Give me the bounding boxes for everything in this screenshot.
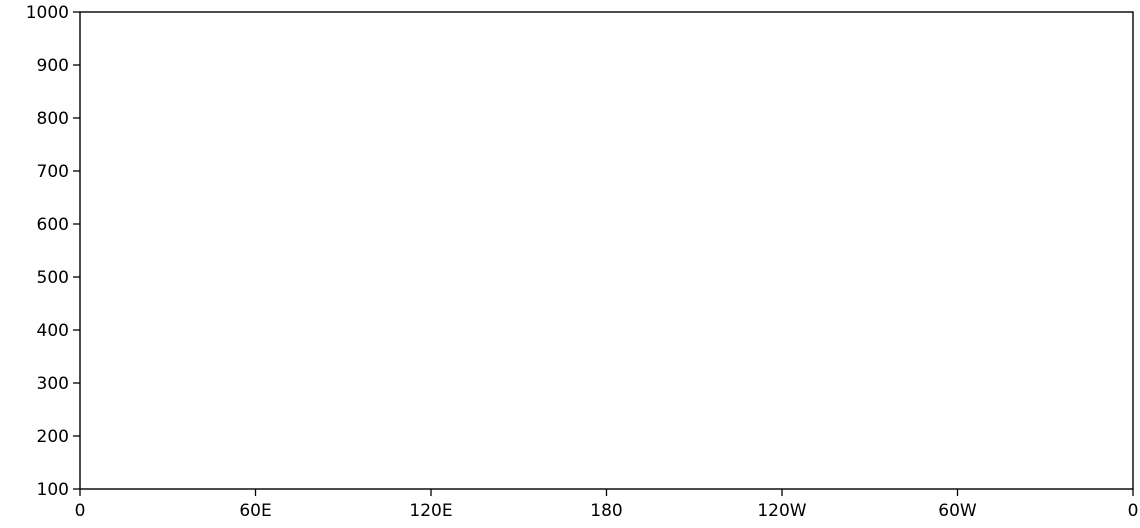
y-axis: 100 200 300 400 500 600 700 800 900 1000 [26,3,80,500]
y-tick-label-9: 1000 [26,3,69,23]
y-tick-label-4: 500 [37,268,69,288]
x-axis: 0 60E 120E 180 120W 60W 0 [75,489,1139,521]
y-tick-label-8: 900 [37,56,69,76]
x-tick-label-4: 120W [757,501,806,521]
y-tick-label-7: 800 [37,109,69,129]
x-tick-label-6: 0 [1128,501,1139,521]
x-tick-label-3: 180 [590,501,622,521]
y-tick-label-2: 300 [37,374,69,394]
x-tick-label-0: 0 [75,501,86,521]
y-tick-label-0: 100 [37,480,69,500]
x-tick-label-1: 60E [239,501,271,521]
y-tick-label-5: 600 [37,215,69,235]
plot-area [80,12,1133,489]
y-tick-label-3: 400 [37,321,69,341]
y-tick-label-1: 200 [37,427,69,447]
x-tick-label-5: 60W [938,501,977,521]
y-tick-label-6: 700 [37,162,69,182]
x-tick-label-2: 120E [409,501,452,521]
